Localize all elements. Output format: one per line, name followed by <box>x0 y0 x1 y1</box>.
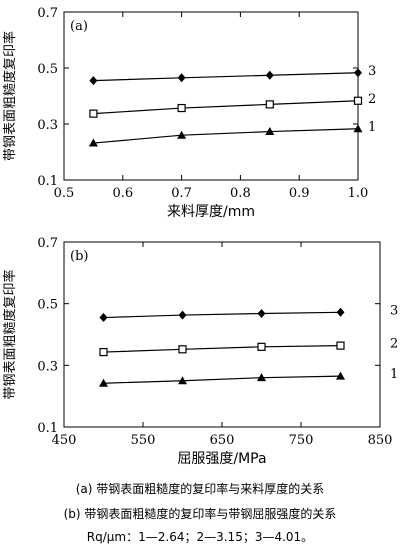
x-tick-label: 0.8 <box>230 186 251 201</box>
y-tick-label: 0.3 <box>37 359 58 374</box>
data-point-series-1 <box>177 130 187 139</box>
x-tick-label: 650 <box>210 433 235 448</box>
x-axis-label: 屈服强度/MPa <box>177 451 266 467</box>
data-point-series-2 <box>336 341 345 350</box>
x-tick-label: 0.5 <box>54 186 75 201</box>
data-point-series-1 <box>353 124 363 133</box>
data-point-series-3 <box>177 73 186 83</box>
series-label-1: 1 <box>390 367 398 382</box>
x-tick-label: 750 <box>289 433 314 448</box>
data-point-series-3 <box>336 307 345 317</box>
series-line-3 <box>103 311 341 319</box>
series-line-3 <box>93 72 359 82</box>
plot-frame <box>63 241 381 428</box>
data-point-series-2 <box>177 103 186 113</box>
panel-label: (b) <box>70 249 88 264</box>
data-point-series-3 <box>257 309 266 319</box>
caption-b: (b) 带钢表面粗糙度的复印率与带钢屈服强度的关系 <box>63 507 337 521</box>
y-tick-label: 0.5 <box>37 62 58 77</box>
data-point-series-1 <box>257 373 266 382</box>
caption-roughness-legend: Rq/μm：1—2.64；2—3.15；3—4.01。 <box>86 530 314 544</box>
panel-label: (a) <box>70 19 88 34</box>
data-point-series-1 <box>178 376 187 385</box>
series-line-1 <box>103 375 341 384</box>
plot-frame <box>63 11 359 181</box>
data-point-series-1 <box>336 371 345 380</box>
series-line-2 <box>103 345 341 353</box>
series-line-2 <box>93 100 359 115</box>
caption-a: (a) 带钢表面粗糙度的复印率与来料厚度的关系 <box>75 482 325 496</box>
series-label-2: 2 <box>390 337 398 352</box>
data-point-series-3 <box>265 70 274 80</box>
x-tick-label: 450 <box>52 433 77 448</box>
x-tick-label: 0.7 <box>171 186 192 201</box>
x-tick-label: 550 <box>131 433 156 448</box>
x-tick-label: 1.0 <box>348 186 369 201</box>
y-axis-label: 带钢表面粗糙度复印率 <box>2 269 18 399</box>
data-point-series-2 <box>89 109 98 118</box>
data-point-series-2 <box>257 342 266 351</box>
data-point-series-3 <box>99 313 108 323</box>
series-label-1: 1 <box>368 120 376 135</box>
y-tick-label: 0.7 <box>37 236 58 251</box>
data-point-series-1 <box>88 138 98 147</box>
y-tick-label: 0.1 <box>37 421 58 436</box>
x-tick-label: 0.9 <box>289 186 310 201</box>
data-point-series-3 <box>89 76 98 86</box>
y-tick-label: 0.7 <box>37 6 58 21</box>
figure: 0.5 0.6 0.7 0.8 0.9 1.0 0.1 0.3 0.5 0.7 (a) 来料厚度/mm… <box>2 6 398 467</box>
data-point-series-1 <box>99 378 108 387</box>
y-axis-label: 带钢表面粗糙度复印率 <box>2 31 18 161</box>
y-tick-label: 0.3 <box>37 118 58 133</box>
x-tick-label: 0.6 <box>112 186 133 201</box>
series-label-3: 3 <box>368 64 376 79</box>
chart-panel-a: 0.5 0.6 0.7 0.8 0.9 1.0 0.1 0.3 0.5 0.7 (a) 来料厚度/mm… <box>2 6 376 220</box>
series-label-2: 2 <box>368 92 376 107</box>
chart-panel-b: 450 550 650 750 850 0.1 0.3 0.5 0.7 (b) 屈服强度/MPa 带钢… <box>2 236 398 467</box>
data-point-series-2 <box>178 345 187 354</box>
x-tick-label: 850 <box>368 433 393 448</box>
data-point-series-2 <box>265 100 274 109</box>
data-point-series-2 <box>99 347 108 357</box>
y-tick-label: 0.5 <box>37 298 58 313</box>
series-line-1 <box>93 128 359 144</box>
series-label-3: 3 <box>390 303 398 318</box>
y-tick-label: 0.1 <box>37 174 58 189</box>
x-axis-label: 来料厚度/mm <box>167 204 255 220</box>
data-point-series-3 <box>354 68 362 78</box>
data-point-series-1 <box>265 127 275 136</box>
data-point-series-2 <box>353 96 363 105</box>
data-point-series-3 <box>178 310 187 320</box>
